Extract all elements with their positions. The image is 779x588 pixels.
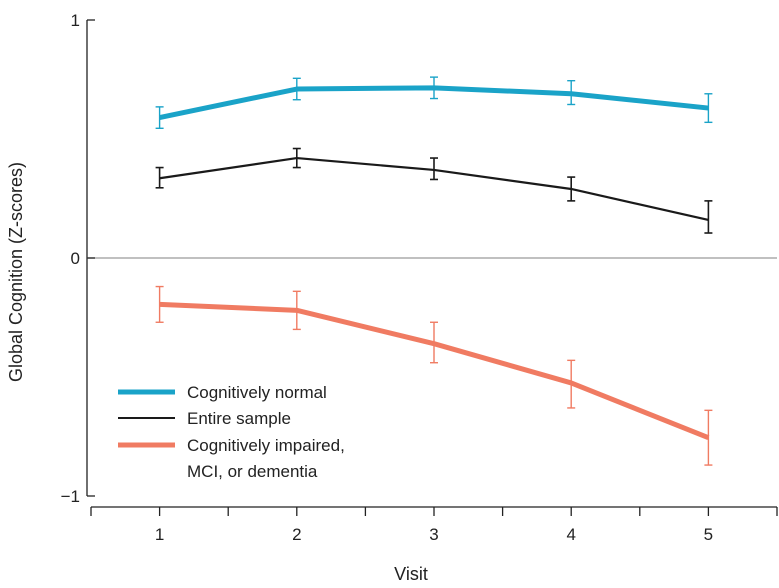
legend-item: Entire sample (118, 409, 291, 428)
legend-label: Cognitively normal (187, 383, 327, 402)
axes (86, 20, 777, 508)
x-tick-label: 5 (704, 525, 713, 544)
x-tick-label: 2 (292, 525, 301, 544)
x-axis-label: Visit (394, 564, 428, 584)
series-2 (155, 147, 713, 234)
legend: Cognitively normal Entire sample Cognitive… (118, 383, 345, 481)
x-tick-label: 4 (566, 525, 575, 544)
tick-group: 1 0 −1 1 2 3 4 5 (61, 11, 778, 544)
series-3 (155, 285, 713, 466)
y-tick-label: 0 (71, 249, 80, 268)
series-1 (155, 76, 713, 129)
x-tick-label: 1 (155, 525, 164, 544)
y-tick-label: −1 (61, 487, 80, 506)
legend-item: Cognitively impaired, MCI, or dementia (118, 436, 345, 481)
legend-label: Entire sample (187, 409, 291, 428)
series-group (155, 76, 713, 466)
x-tick-label: 3 (429, 525, 438, 544)
y-axis-label: Global Cognition (Z-scores) (6, 162, 26, 382)
y-tick-label: 1 (71, 11, 80, 30)
legend-item: Cognitively normal (118, 383, 327, 402)
legend-label: Cognitively impaired, MCI, or dementia (187, 436, 345, 481)
